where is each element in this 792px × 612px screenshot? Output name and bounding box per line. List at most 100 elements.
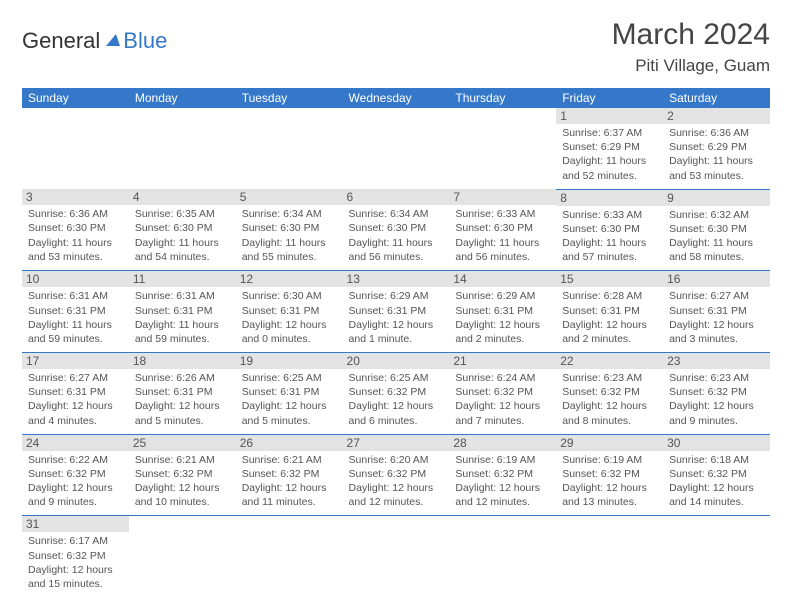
calendar-week: 31Sunrise: 6:17 AMSunset: 6:32 PMDayligh… — [22, 516, 770, 597]
calendar-cell: 14Sunrise: 6:29 AMSunset: 6:31 PMDayligh… — [449, 271, 556, 353]
sunrise-text: Sunrise: 6:25 AM — [349, 371, 444, 385]
sunset-text: Sunset: 6:32 PM — [669, 467, 764, 481]
calendar-cell: 25 Sunrise: 6:21 AMSunset: 6:32 PMDayligh… — [129, 434, 236, 516]
day-info: Sunrise: 6:28 AMSunset: 6:31 PMDaylight:… — [562, 289, 657, 346]
calendar-week: 1Sunrise: 6:37 AMSunset: 6:29 PMDaylight… — [22, 108, 770, 189]
sunset-text: Sunset: 6:30 PM — [135, 221, 230, 235]
daylight-text: Daylight: 11 hours and 53 minutes. — [669, 154, 764, 182]
daylight-text: Daylight: 12 hours and 9 minutes. — [28, 481, 123, 509]
day-info: Sunrise: 6:23 AMSunset: 6:32 PMDaylight:… — [562, 371, 657, 428]
sunrise-text: Sunrise: 6:31 AM — [135, 289, 230, 303]
day-info: Sunrise: 6:30 AMSunset: 6:31 PMDaylight:… — [242, 289, 337, 346]
sunset-text: Sunset: 6:31 PM — [349, 304, 444, 318]
sunrise-text: Sunrise: 6:22 AM — [28, 453, 123, 467]
month-title: March 2024 — [612, 18, 770, 52]
sunrise-text: Sunrise: 6:34 AM — [242, 207, 337, 221]
daylight-text: Daylight: 12 hours and 0 minutes. — [242, 318, 337, 346]
sunset-text: Sunset: 6:32 PM — [455, 467, 550, 481]
calendar-cell: 20Sunrise: 6:25 AMSunset: 6:32 PMDayligh… — [343, 353, 450, 435]
calendar-cell: 26Sunrise: 6:21 AMSunset: 6:32 PMDayligh… — [236, 434, 343, 516]
day-number: 26 — [236, 435, 343, 451]
calendar-cell — [556, 516, 663, 597]
calendar-week: 17Sunrise: 6:27 AMSunset: 6:31 PMDayligh… — [22, 353, 770, 435]
daylight-text: Daylight: 11 hours and 59 minutes. — [28, 318, 123, 346]
sunrise-text: Sunrise: 6:30 AM — [242, 289, 337, 303]
daylight-text: Daylight: 12 hours and 8 minutes. — [562, 399, 657, 427]
calendar-cell: 11 Sunrise: 6:31 AMSunset: 6:31 PMDayligh… — [129, 271, 236, 353]
day-info: Sunrise: 6:32 AMSunset: 6:30 PMDaylight:… — [669, 208, 764, 265]
calendar-cell: 15 Sunrise: 6:28 AMSunset: 6:31 PMDayligh… — [556, 271, 663, 353]
calendar-week: 24Sunrise: 6:22 AMSunset: 6:32 PMDayligh… — [22, 434, 770, 516]
day-info: Sunrise: 6:20 AMSunset: 6:32 PMDaylight:… — [349, 453, 444, 510]
day-number: 21 — [449, 353, 556, 369]
sunset-text: Sunset: 6:31 PM — [669, 304, 764, 318]
daylight-text: Daylight: 12 hours and 1 minute. — [349, 318, 444, 346]
day-number: 22 — [556, 353, 663, 369]
sunset-text: Sunset: 6:32 PM — [455, 385, 550, 399]
day-number: 3 — [22, 189, 129, 205]
daylight-text: Daylight: 11 hours and 53 minutes. — [28, 236, 123, 264]
daylight-text: Daylight: 12 hours and 3 minutes. — [669, 318, 764, 346]
day-info: Sunrise: 6:19 AMSunset: 6:32 PMDaylight:… — [455, 453, 550, 510]
daylight-text: Daylight: 11 hours and 54 minutes. — [135, 236, 230, 264]
calendar-cell: 18 Sunrise: 6:26 AMSunset: 6:31 PMDayligh… — [129, 353, 236, 435]
day-info: Sunrise: 6:34 AMSunset: 6:30 PMDaylight:… — [242, 207, 337, 264]
daylight-text: Daylight: 12 hours and 2 minutes. — [562, 318, 657, 346]
sunrise-text: Sunrise: 6:25 AM — [242, 371, 337, 385]
sunrise-text: Sunrise: 6:32 AM — [669, 208, 764, 222]
day-number: 8 — [556, 190, 663, 206]
sunset-text: Sunset: 6:31 PM — [28, 304, 123, 318]
day-number: 2 — [663, 108, 770, 124]
sunset-text: Sunset: 6:32 PM — [28, 549, 123, 563]
sunset-text: Sunset: 6:32 PM — [135, 467, 230, 481]
day-number: 18 — [129, 353, 236, 369]
calendar-cell: 19Sunrise: 6:25 AMSunset: 6:31 PMDayligh… — [236, 353, 343, 435]
day-info: Sunrise: 6:26 AMSunset: 6:31 PMDaylight:… — [135, 371, 230, 428]
logo-word-2: Blue — [123, 28, 167, 54]
sunset-text: Sunset: 6:30 PM — [349, 221, 444, 235]
sunrise-text: Sunrise: 6:24 AM — [455, 371, 550, 385]
sunrise-text: Sunrise: 6:27 AM — [669, 289, 764, 303]
calendar-cell — [129, 108, 236, 189]
day-info: Sunrise: 6:27 AMSunset: 6:31 PMDaylight:… — [28, 371, 123, 428]
sunset-text: Sunset: 6:32 PM — [562, 385, 657, 399]
sunrise-text: Sunrise: 6:33 AM — [455, 207, 550, 221]
daylight-text: Daylight: 12 hours and 13 minutes. — [562, 481, 657, 509]
day-info: Sunrise: 6:35 AMSunset: 6:30 PMDaylight:… — [135, 207, 230, 264]
calendar-cell — [449, 516, 556, 597]
sunrise-text: Sunrise: 6:17 AM — [28, 534, 123, 548]
day-number: 11 — [129, 271, 236, 287]
sunset-text: Sunset: 6:32 PM — [349, 385, 444, 399]
day-number: 14 — [449, 271, 556, 287]
day-info: Sunrise: 6:31 AMSunset: 6:31 PMDaylight:… — [135, 289, 230, 346]
calendar-cell: 12Sunrise: 6:30 AMSunset: 6:31 PMDayligh… — [236, 271, 343, 353]
calendar-cell: 13Sunrise: 6:29 AMSunset: 6:31 PMDayligh… — [343, 271, 450, 353]
sunrise-text: Sunrise: 6:29 AM — [349, 289, 444, 303]
day-number: 25 — [129, 435, 236, 451]
calendar-cell: 6Sunrise: 6:34 AMSunset: 6:30 PMDaylight… — [343, 189, 450, 271]
daylight-text: Daylight: 11 hours and 55 minutes. — [242, 236, 337, 264]
sunrise-text: Sunrise: 6:28 AM — [562, 289, 657, 303]
calendar-cell: 2Sunrise: 6:36 AMSunset: 6:29 PMDaylight… — [663, 108, 770, 189]
daylight-text: Daylight: 12 hours and 5 minutes. — [135, 399, 230, 427]
daylight-text: Daylight: 12 hours and 4 minutes. — [28, 399, 123, 427]
day-number: 24 — [22, 435, 129, 451]
daylight-text: Daylight: 12 hours and 12 minutes. — [455, 481, 550, 509]
calendar-cell — [236, 108, 343, 189]
calendar-week: 10Sunrise: 6:31 AMSunset: 6:31 PMDayligh… — [22, 271, 770, 353]
day-number: 15 — [556, 271, 663, 287]
daylight-text: Daylight: 12 hours and 10 minutes. — [135, 481, 230, 509]
daylight-text: Daylight: 12 hours and 11 minutes. — [242, 481, 337, 509]
sunrise-text: Sunrise: 6:21 AM — [135, 453, 230, 467]
calendar-cell: 28Sunrise: 6:19 AMSunset: 6:32 PMDayligh… — [449, 434, 556, 516]
calendar-cell: 21 Sunrise: 6:24 AMSunset: 6:32 PMDayligh… — [449, 353, 556, 435]
day-number: 20 — [343, 353, 450, 369]
sunrise-text: Sunrise: 6:26 AM — [135, 371, 230, 385]
day-number: 23 — [663, 353, 770, 369]
calendar-cell — [343, 108, 450, 189]
sunset-text: Sunset: 6:29 PM — [669, 140, 764, 154]
day-info: Sunrise: 6:24 AMSunset: 6:32 PMDaylight:… — [455, 371, 550, 428]
calendar-cell: 3Sunrise: 6:36 AMSunset: 6:30 PMDaylight… — [22, 189, 129, 271]
sunrise-text: Sunrise: 6:29 AM — [455, 289, 550, 303]
daylight-text: Daylight: 12 hours and 2 minutes. — [455, 318, 550, 346]
